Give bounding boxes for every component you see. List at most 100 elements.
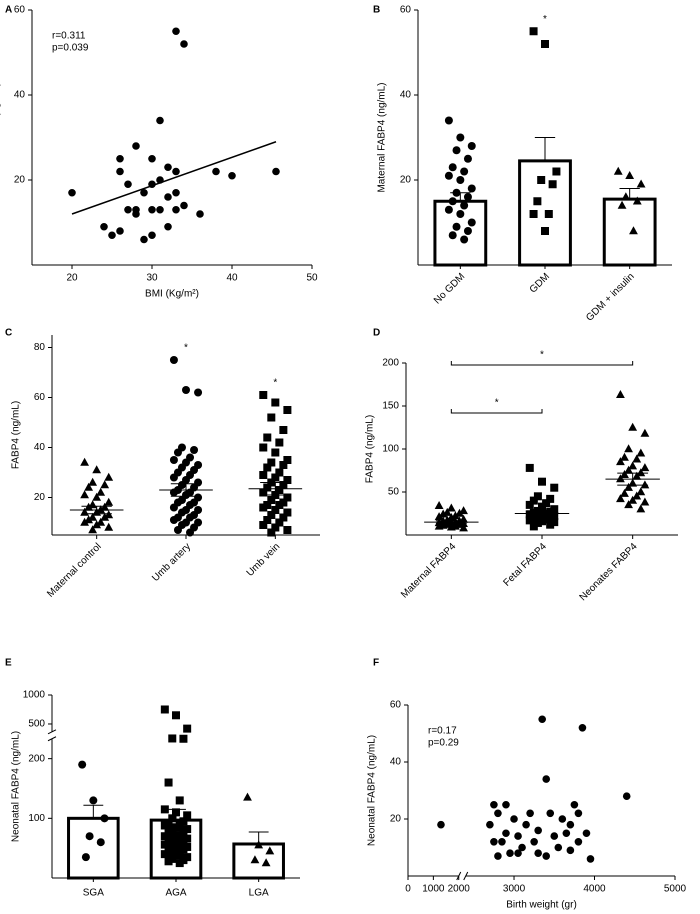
point [140,235,148,244]
point [283,493,292,502]
point [265,846,275,855]
point [160,821,169,830]
point [525,516,534,525]
point [542,499,551,508]
point [169,456,178,464]
point [96,838,105,847]
point [529,27,538,36]
point [529,508,538,517]
point [156,205,164,214]
y-axis-label: FABP4 (ng/mL) [365,415,376,483]
point [160,850,169,859]
x-tick-label: GDM [528,271,552,295]
point [550,518,559,527]
point [180,40,188,48]
point [624,465,633,474]
point [116,227,124,235]
point [640,497,650,506]
y-tick-label: 40 [390,757,402,768]
bar [67,816,120,880]
point [164,778,173,787]
x-tick-label: LGA [249,888,269,899]
point [100,814,109,823]
point [546,494,555,503]
x-tick-label: GDM + insulin [584,271,636,323]
point [463,227,472,235]
point [448,197,457,206]
point [533,518,542,527]
point [538,715,546,724]
point [84,482,94,491]
point [570,800,579,809]
point [467,218,476,227]
x-axis-label: BMI (Kg/m²) [145,289,199,300]
y-tick-label: 50 [388,487,400,498]
point [271,398,280,407]
point [534,849,542,857]
x-tick-label: No GDM [432,271,467,306]
point [172,808,180,817]
point [132,142,140,150]
point [80,457,90,466]
panel-label: D [373,328,380,339]
y-axis-label: Maternal FABP4 (ng/mL) [377,82,388,192]
x-tick-label: 2000 [448,884,471,895]
point [267,413,276,422]
point [272,167,280,176]
point [542,852,551,860]
point [283,406,292,414]
point [617,200,627,209]
point [88,525,98,534]
point [263,433,272,442]
point [502,829,510,838]
annotation: r=0.311 [52,31,86,42]
point [529,496,538,505]
point [434,521,444,530]
y-tick-label: 80 [34,342,46,353]
point [96,487,106,496]
y-axis-label: Neonatal FABP4 (ng/mL) [11,731,22,842]
point [78,760,87,769]
point [546,809,555,818]
point [622,792,631,800]
point [160,805,169,814]
y-axis-label: Maternal FABP4 (ng/mL) [0,82,2,192]
y-tick-label: 200 [382,358,399,369]
point [550,505,559,514]
point [514,832,522,840]
point [506,849,514,857]
point [525,500,534,509]
point [279,461,288,469]
y-tick-label: 20 [14,175,26,186]
point [160,832,169,841]
point [259,521,268,529]
point [183,724,192,733]
point [566,820,575,829]
point [124,180,132,189]
point [169,516,178,524]
significance: * [184,343,188,354]
x-tick-label: 20 [66,273,78,284]
y-tick-label: 20 [400,175,412,186]
point [279,498,288,507]
point [92,465,102,474]
point [542,775,551,783]
point [271,473,280,482]
point [552,167,561,176]
y-tick-label: 200 [28,753,45,764]
y-tick-label: 150 [382,401,399,412]
point [467,142,476,150]
x-axis-label: Birth weight (gr) [506,900,577,911]
point [448,231,457,240]
x-tick-label: 40 [226,273,238,284]
point [283,456,292,464]
x-tick-label: Umb vein [245,541,283,579]
point [92,520,102,529]
bar [602,197,657,267]
y-tick-label: 20 [34,492,46,503]
x-tick-label: 5000 [664,884,687,895]
point [164,193,172,201]
y-tick-label: 20 [390,814,402,825]
point [212,167,220,176]
point [452,222,461,231]
